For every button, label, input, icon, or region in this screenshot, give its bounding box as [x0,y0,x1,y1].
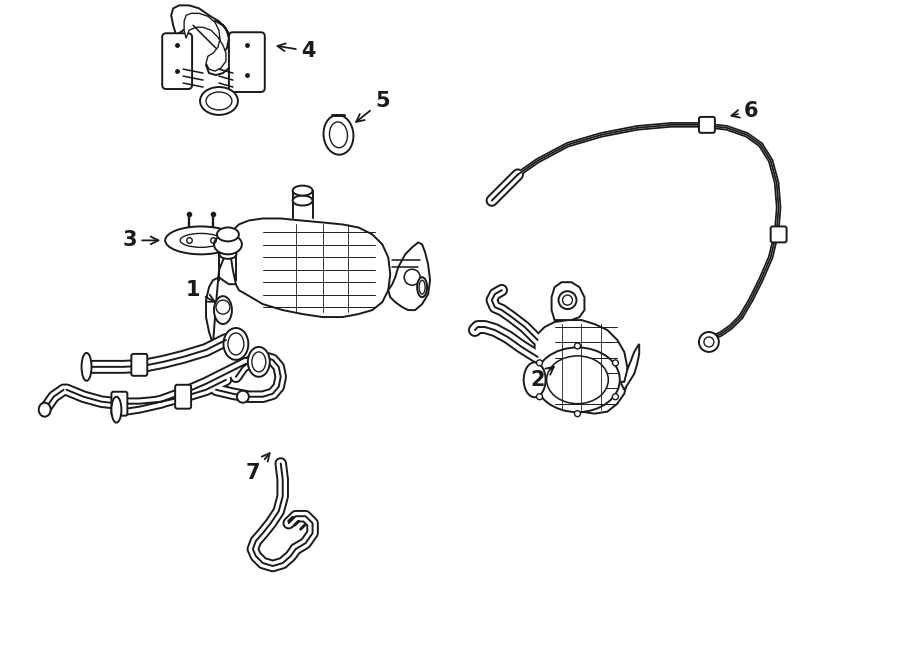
Ellipse shape [292,195,312,205]
Circle shape [699,332,719,352]
Ellipse shape [206,92,232,110]
Text: 3: 3 [122,230,158,250]
Ellipse shape [166,226,237,254]
Ellipse shape [248,347,270,377]
Ellipse shape [292,185,312,195]
Ellipse shape [200,87,238,115]
Circle shape [559,291,577,309]
Ellipse shape [546,356,608,404]
Circle shape [536,394,543,400]
FancyBboxPatch shape [112,392,128,416]
FancyBboxPatch shape [699,117,715,133]
Circle shape [237,391,248,402]
Circle shape [574,343,580,349]
Polygon shape [184,13,226,71]
Circle shape [574,410,580,416]
Ellipse shape [323,115,354,155]
Ellipse shape [214,296,232,324]
Circle shape [562,295,572,305]
Polygon shape [621,344,639,390]
Ellipse shape [419,280,425,294]
Polygon shape [206,252,238,344]
Circle shape [216,300,230,314]
FancyBboxPatch shape [770,226,787,242]
Polygon shape [535,320,627,414]
Ellipse shape [214,234,242,254]
Text: 6: 6 [732,101,758,121]
Text: 2: 2 [530,367,554,390]
FancyBboxPatch shape [162,33,192,89]
Circle shape [612,360,618,366]
Ellipse shape [180,234,222,248]
Ellipse shape [417,277,428,297]
Polygon shape [231,218,391,317]
Ellipse shape [329,122,347,148]
Ellipse shape [112,397,122,422]
Circle shape [536,360,543,366]
Ellipse shape [252,352,266,372]
Text: 5: 5 [356,91,390,122]
Ellipse shape [220,250,237,259]
Polygon shape [171,5,236,75]
FancyBboxPatch shape [131,354,148,376]
Circle shape [404,269,420,285]
Circle shape [612,394,618,400]
Ellipse shape [524,362,545,397]
Text: 4: 4 [277,41,316,61]
Ellipse shape [536,348,620,412]
FancyBboxPatch shape [229,32,265,92]
Ellipse shape [217,228,239,242]
Circle shape [704,337,714,347]
Ellipse shape [82,353,92,381]
Ellipse shape [228,333,244,355]
Text: 1: 1 [185,280,215,302]
Ellipse shape [223,328,248,360]
FancyBboxPatch shape [176,385,191,408]
Polygon shape [388,242,430,310]
Text: 7: 7 [246,453,270,483]
Ellipse shape [39,402,50,416]
Polygon shape [552,282,584,320]
